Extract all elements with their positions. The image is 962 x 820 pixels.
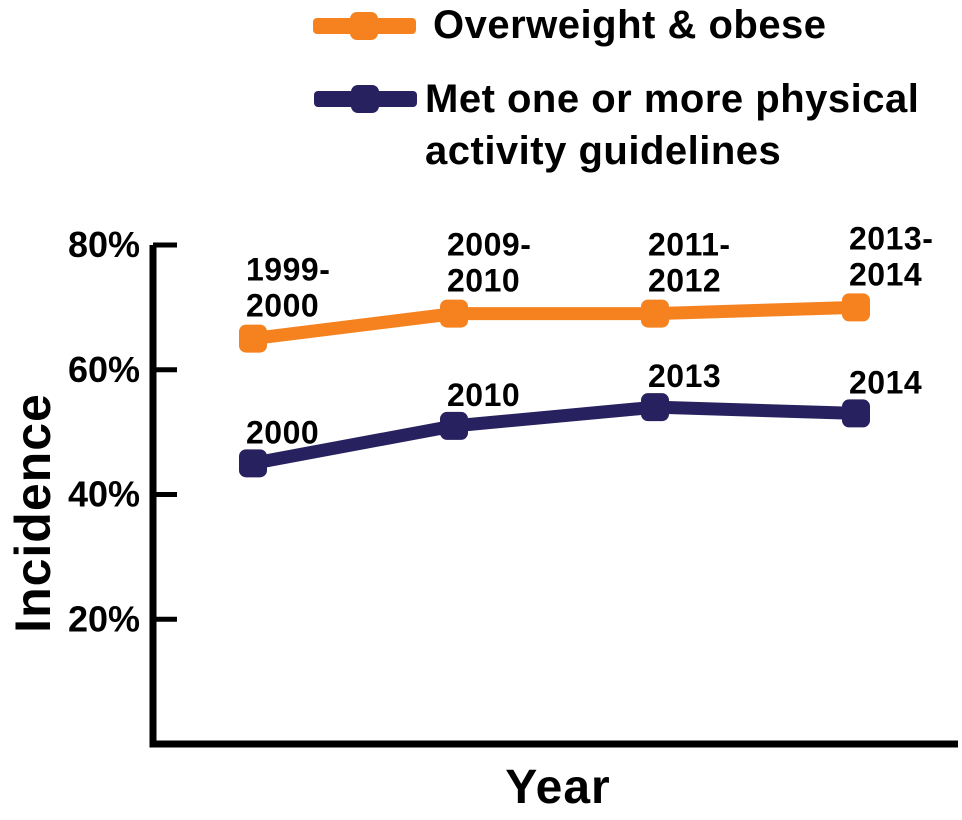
x-axis-title: Year xyxy=(505,761,611,814)
data-point-marker-met-one-or-more-physical-activity-guidelines xyxy=(641,393,669,422)
series-line-met-one-or-more-physical-activity-guidelines xyxy=(246,400,863,470)
legend-label-line: Overweight & obese xyxy=(433,3,827,47)
data-point-label-overweight-obese: 2012 xyxy=(648,263,721,299)
data-point-label-overweight-obese: 1999- xyxy=(246,252,330,288)
legend-label-overweight-obese: Overweight & obese xyxy=(433,2,827,48)
legend-label-line: activity guidelines xyxy=(425,129,782,173)
data-point-marker-met-one-or-more-physical-activity-guidelines xyxy=(842,399,870,428)
axis-lines xyxy=(149,245,958,748)
data-point-label-overweight-obese: 2010 xyxy=(447,263,520,299)
legend-label-activity-guidelines: Met one or more physical activity guidel… xyxy=(425,73,919,177)
data-point-label-overweight-obese: 2014 xyxy=(849,256,922,292)
data-point-label-overweight-obese: 2009- xyxy=(447,227,531,263)
y-tick-label: 60% xyxy=(68,349,140,390)
data-point-marker-overweight-obese xyxy=(440,299,468,328)
data-point-marker-overweight-obese xyxy=(842,293,870,322)
data-point-marker-met-one-or-more-physical-activity-guidelines xyxy=(440,411,468,440)
data-point-label-overweight-obese: 2011- xyxy=(648,227,731,263)
data-point-label-met-one-or-more-physical-activity-guidelines: 2000 xyxy=(246,414,319,450)
series-line-overweight-obese xyxy=(246,300,863,346)
legend-label-line: Met one or more physical xyxy=(425,77,920,121)
data-point-marker-overweight-obese xyxy=(641,299,669,328)
y-tick-label: 80% xyxy=(68,224,140,265)
data-point-label-overweight-obese: 2013- xyxy=(849,220,933,256)
data-point-marker-met-one-or-more-physical-activity-guidelines xyxy=(239,449,267,478)
y-tick-label: 40% xyxy=(68,474,140,515)
data-point-label-met-one-or-more-physical-activity-guidelines: 2013 xyxy=(648,358,721,394)
y-tick-label: 20% xyxy=(68,598,140,639)
legend-square-marker-icon xyxy=(351,85,379,113)
legend-swatch-overweight-obese xyxy=(313,12,416,40)
data-point-marker-overweight-obese xyxy=(239,324,267,353)
legend-square-marker-icon xyxy=(350,12,378,40)
y-axis-title: Incidence xyxy=(5,393,61,633)
data-point-label-overweight-obese: 2000 xyxy=(246,288,319,324)
legend-swatch-activity-guidelines xyxy=(314,85,417,113)
data-point-label-met-one-or-more-physical-activity-guidelines: 2010 xyxy=(447,377,520,413)
data-point-label-met-one-or-more-physical-activity-guidelines: 2014 xyxy=(849,364,922,400)
